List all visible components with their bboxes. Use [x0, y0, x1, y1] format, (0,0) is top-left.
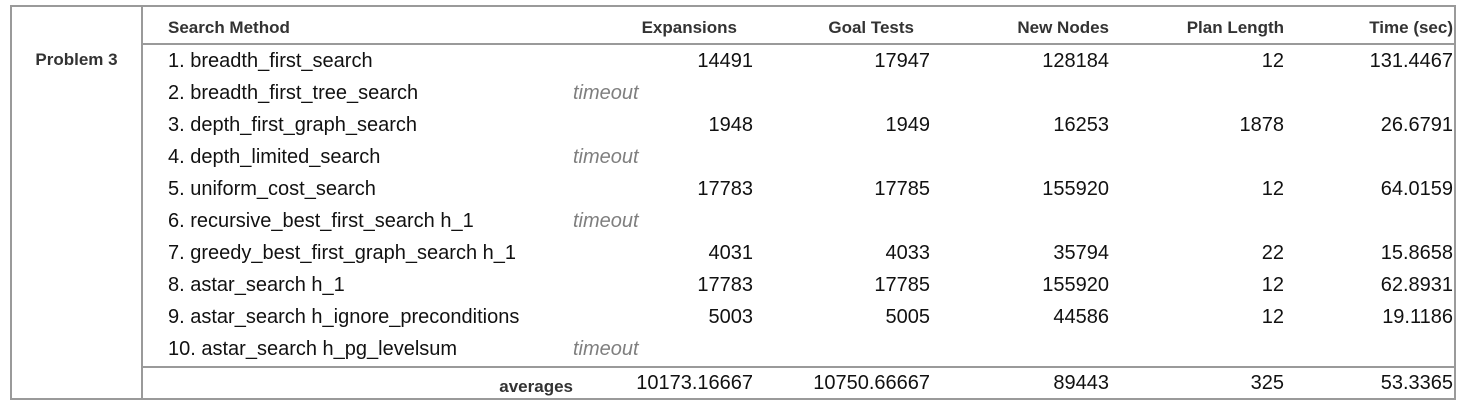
- cell-expansions: 4031: [708, 242, 754, 264]
- header-time: Time (sec): [1369, 18, 1453, 37]
- table-row: 8. astar_search h_1 17783 17785 155920 12 62.…: [143, 270, 1456, 302]
- cell-time: 64.0159: [1380, 178, 1453, 200]
- cell-expansions: 17783: [697, 178, 753, 200]
- cell-goal-tests: 17947: [874, 50, 930, 72]
- table-row: 9. astar_search h_ignore_preconditions 50…: [143, 302, 1456, 334]
- cell-plan-length: 12: [1261, 50, 1284, 72]
- cell-new-nodes: 44586: [1053, 306, 1109, 328]
- cell-expansions: 1948: [708, 114, 754, 136]
- cell-search-method: 3. depth_first_graph_search: [168, 114, 418, 136]
- averages-plan-length: 325: [1250, 372, 1284, 394]
- header-new-nodes: New Nodes: [1017, 18, 1109, 37]
- cell-new-nodes: 35794: [1053, 242, 1109, 264]
- cell-goal-tests: 4033: [885, 242, 931, 264]
- header-row: Search Method Expansions Goal Tests New …: [143, 7, 1456, 45]
- cell-expansions: 17783: [697, 274, 753, 296]
- cell-plan-length: 22: [1261, 242, 1284, 264]
- header-search-method: Search Method: [168, 18, 290, 37]
- table-row: 1. breadth_first_search 14491 17947 128184 1…: [143, 46, 1456, 78]
- cell-goal-tests: 17785: [874, 274, 930, 296]
- table-row: 6. recursive_best_first_search h_1 timeou…: [143, 206, 1456, 238]
- cell-plan-length: 12: [1261, 306, 1284, 328]
- averages-time: 53.3365: [1380, 372, 1453, 394]
- cell-search-method: 8. astar_search h_1: [168, 274, 345, 296]
- cell-search-method: 9. astar_search h_ignore_preconditions: [168, 306, 520, 328]
- cell-search-method: 2. breadth_first_tree_search: [168, 82, 419, 104]
- table-row: 4. depth_limited_search timeout: [143, 142, 1456, 174]
- averages-row: averages 10173.16667 10750.66667 89443 3…: [143, 366, 1456, 400]
- cell-expansions: 14491: [697, 50, 753, 72]
- cell-search-method: 7. greedy_best_first_graph_search h_1: [168, 242, 517, 264]
- cell-search-method: 10. astar_search h_pg_levelsum: [168, 338, 458, 360]
- cell-plan-length: 12: [1261, 178, 1284, 200]
- cell-new-nodes: 155920: [1042, 274, 1109, 296]
- cell-goal-tests: 5005: [885, 306, 931, 328]
- results-table: Problem 3 Search Method Expansions Goal …: [10, 5, 1456, 400]
- cell-goal-tests: 17785: [874, 178, 930, 200]
- table-row: 3. depth_first_graph_search 1948 1949 16253…: [143, 110, 1456, 142]
- cell-time: 19.1186: [1382, 306, 1453, 328]
- cell-time: 15.8658: [1380, 242, 1453, 264]
- averages-goal-tests: 10750.66667: [813, 372, 930, 394]
- header-goal-tests: Goal Tests: [828, 18, 914, 37]
- cell-timeout: timeout: [573, 210, 639, 232]
- cell-time: 26.6791: [1380, 114, 1453, 136]
- averages-new-nodes: 89443: [1053, 372, 1109, 394]
- cell-timeout: timeout: [573, 82, 639, 104]
- cell-search-method: 4. depth_limited_search: [168, 146, 381, 168]
- table-row: 5. uniform_cost_search 17783 17785 155920 12…: [143, 174, 1456, 206]
- cell-plan-length: 1878: [1239, 114, 1285, 136]
- cell-search-method: 5. uniform_cost_search: [168, 178, 376, 200]
- cell-search-method: 6. recursive_best_first_search h_1: [168, 210, 474, 232]
- cell-new-nodes: 16253: [1053, 114, 1109, 136]
- cell-time: 131.4467: [1369, 50, 1453, 72]
- cell-expansions: 5003: [708, 306, 754, 328]
- cell-search-method: 1. breadth_first_search: [168, 50, 373, 72]
- cell-plan-length: 12: [1261, 274, 1284, 296]
- table-row: 7. greedy_best_first_graph_search h_1 403…: [143, 238, 1456, 270]
- cell-new-nodes: 155920: [1042, 178, 1109, 200]
- averages-expansions: 10173.16667: [636, 372, 753, 394]
- header-expansions: Expansions: [641, 18, 737, 37]
- averages-label: averages: [499, 377, 573, 396]
- cell-goal-tests: 1949: [885, 114, 931, 136]
- cell-timeout: timeout: [573, 146, 639, 168]
- cell-timeout: timeout: [573, 338, 639, 360]
- problem-label-column: Problem 3: [12, 7, 143, 398]
- table-row: 2. breadth_first_tree_search timeout: [143, 78, 1456, 110]
- header-plan-length: Plan Length: [1186, 18, 1284, 37]
- cell-time: 62.8931: [1380, 274, 1453, 296]
- cell-new-nodes: 128184: [1042, 50, 1109, 72]
- problem-label: Problem 3: [35, 50, 118, 69]
- table-row: 10. astar_search h_pg_levelsum timeout: [143, 334, 1456, 366]
